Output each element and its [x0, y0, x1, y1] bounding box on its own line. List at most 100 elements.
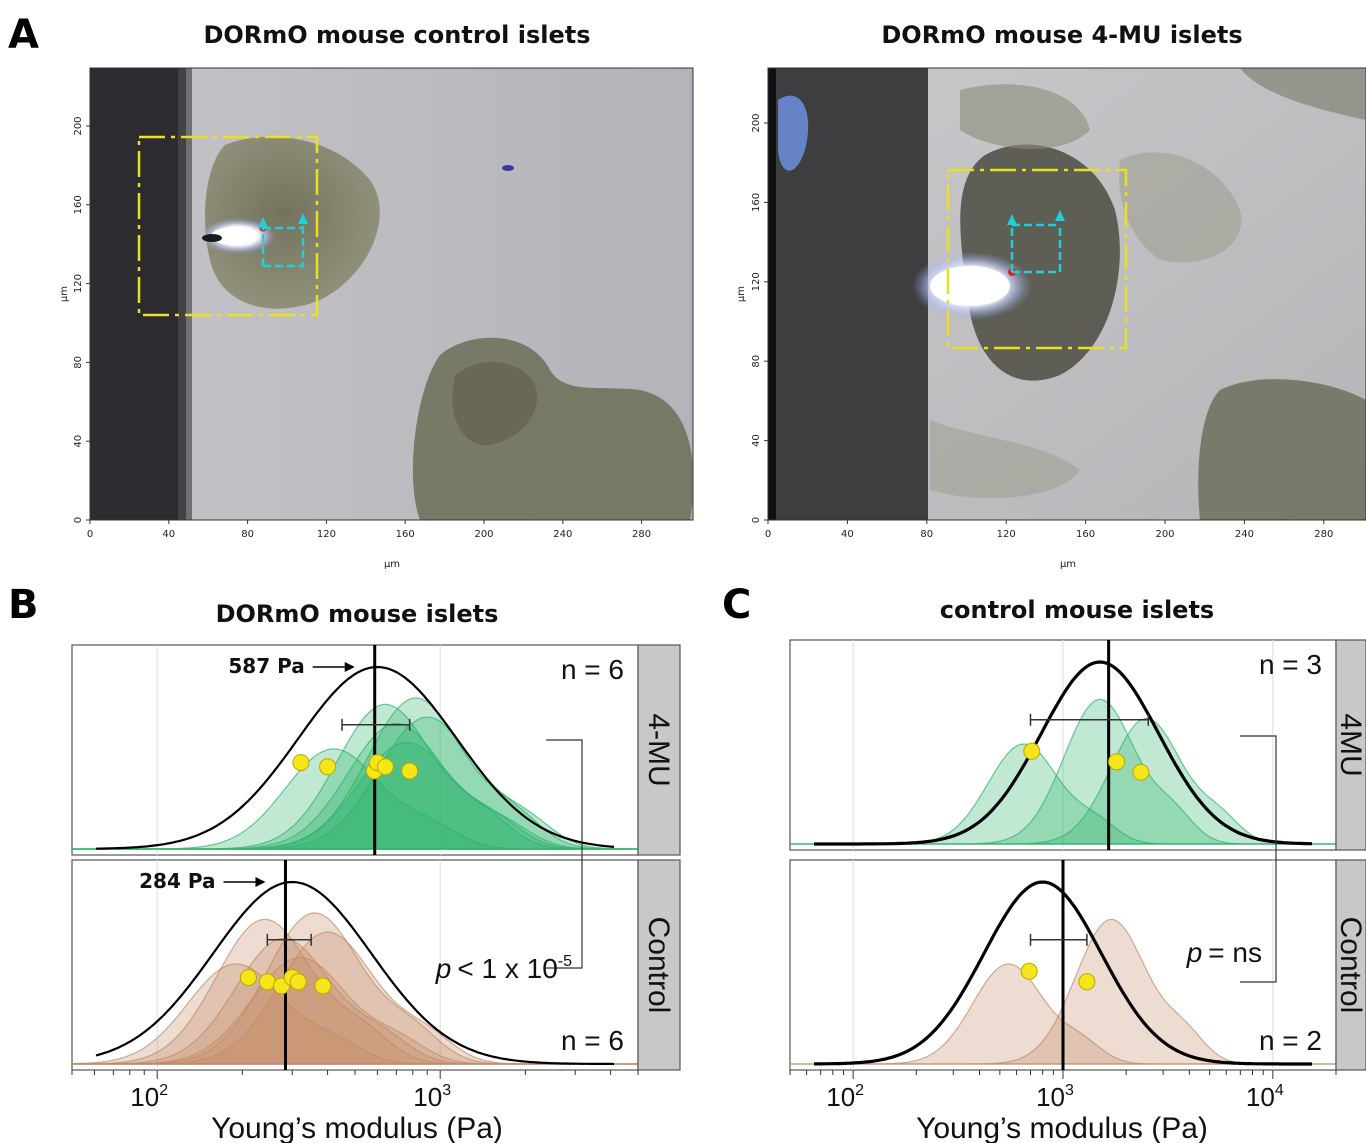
replicate-point [258, 973, 276, 991]
y-tick-label: 80 [73, 356, 84, 369]
panel-c-letter: C [722, 582, 751, 628]
replicate-point [1078, 973, 1096, 991]
panel-b-title: DORmO mouse islets [216, 600, 499, 628]
x-tick-label: 80 [241, 529, 254, 540]
replicate-point [1023, 742, 1041, 760]
facet-control: n = 6 284 Pa Control [71, 859, 681, 1071]
x-axis-label: Young’s modulus (Pa) [211, 1112, 503, 1143]
x-tick-label: 280 [632, 529, 651, 540]
y-tick-label: 120 [73, 274, 84, 293]
x-axis-label: Young’s modulus (Pa) [916, 1112, 1208, 1143]
error-bar [341, 718, 411, 731]
y-tick-label: 200 [751, 113, 762, 132]
panel-b-chart: n = 6 587 Pa 4-MU n = 6 284 Pa Control 102 103Y… [71, 644, 681, 1143]
n-label: n = 2 [1259, 1025, 1322, 1056]
error-bar [266, 933, 312, 946]
n-label: n = 6 [561, 1025, 624, 1056]
facet-strip-label: Control [642, 917, 675, 1014]
x-tick-label: 0 [87, 529, 93, 540]
panel-c-chart: n = 3 4MU n = 2 Control 102 103 104 Young’s mod… [789, 639, 1366, 1143]
x-tick-label: 102 [826, 1082, 864, 1112]
facet-4mu: n = 3 4MU [789, 639, 1366, 851]
error-bar [1029, 933, 1088, 946]
micrograph-control-y-axis: 0 40 80 120 160 200 [73, 68, 91, 523]
p-value-label: p < 1 x 10-5 [435, 953, 572, 984]
replicate-point [1108, 753, 1126, 771]
x-tick-label: 40 [162, 529, 175, 540]
facet-strip-label: Control [1334, 917, 1366, 1014]
x-tick-label: 80 [920, 529, 933, 540]
x-tick-label: 160 [1076, 529, 1095, 540]
n-label: n = 6 [561, 654, 624, 685]
micrograph-4mu-y-axis: 0 40 80 120 160 200 [751, 68, 769, 523]
y-tick-label: 160 [73, 195, 84, 214]
median-annotation: 587 Pa [228, 654, 304, 678]
overall-density [95, 665, 615, 850]
replicate-point [1020, 962, 1038, 980]
y-tick-label: 0 [751, 517, 762, 523]
replicate-point [314, 977, 332, 995]
y-tick-label: 120 [751, 272, 762, 291]
p-value-label: p = ns [1186, 937, 1262, 968]
facet-strip [637, 859, 681, 1071]
x-tick-label: 240 [1235, 529, 1254, 540]
micrograph-control-y-unit: μm [59, 286, 70, 302]
y-tick-label: 40 [73, 435, 84, 448]
x-tick-label: 102 [130, 1082, 168, 1112]
panel-b-letter: B [8, 582, 39, 628]
x-tick-label: 103 [413, 1082, 451, 1112]
y-tick-label: 40 [751, 434, 762, 447]
facet-panel [71, 859, 639, 1071]
panel-a-right-title: DORmO mouse 4-MU islets [881, 21, 1242, 49]
micrograph-control-x-axis: 0 40 80 120 160 200 240 280 [87, 519, 693, 540]
x-tick-label: 280 [1314, 529, 1333, 540]
overall-density [814, 660, 1312, 846]
replicate-point [239, 969, 257, 987]
x-tick-label: 40 [841, 529, 854, 540]
y-tick-label: 0 [73, 517, 84, 523]
x-tick-label: 240 [553, 529, 572, 540]
panel-c-title: control mouse islets [940, 596, 1214, 624]
replicate-point [292, 754, 310, 772]
panel-a-letter: A [8, 12, 39, 58]
x-tick-label: 0 [765, 529, 771, 540]
micrograph-4mu-y-unit: μm [736, 286, 747, 302]
facet-4-mu: n = 6 587 Pa 4-MU [71, 644, 681, 856]
facet-strip [1335, 639, 1366, 851]
significance-bracket: p = ns [1186, 735, 1277, 983]
facet-control: n = 2 Control [789, 859, 1366, 1071]
replicate-point [1132, 763, 1150, 781]
error-bar [1029, 713, 1150, 726]
micrograph-control-x-unit: μm [384, 559, 400, 570]
overall-density [95, 880, 615, 1066]
facet-strip [637, 644, 681, 856]
micrograph-4mu-x-unit: μm [1060, 559, 1076, 570]
x-tick-label: 120 [997, 529, 1016, 540]
replicate-density [72, 716, 638, 850]
n-label: n = 3 [1259, 649, 1322, 680]
x-tick-label: 120 [317, 529, 336, 540]
x-axis: 102 103 104 [789, 1070, 1337, 1112]
significance-bracket: p < 1 x 10-5 [435, 739, 583, 984]
replicate-point [289, 973, 307, 991]
micrograph-4mu [768, 68, 1366, 520]
facet-panel [71, 644, 639, 856]
y-tick-label: 200 [73, 116, 84, 135]
panel-a-left-title: DORmO mouse control islets [203, 21, 590, 49]
replicate-point [401, 762, 419, 780]
x-tick-label: 103 [1036, 1082, 1074, 1112]
facet-strip-label: 4MU [1334, 713, 1366, 776]
micrograph-control [90, 68, 693, 520]
x-tick-label: 160 [396, 529, 415, 540]
x-tick-label: 200 [474, 529, 493, 540]
y-tick-label: 80 [751, 355, 762, 368]
replicate-point [376, 758, 394, 776]
facet-strip [1335, 859, 1366, 1071]
median-annotation: 284 Pa [139, 869, 215, 893]
x-tick-label: 104 [1246, 1082, 1284, 1112]
replicate-point [319, 758, 337, 776]
y-tick-label: 160 [751, 193, 762, 212]
x-tick-label: 200 [1155, 529, 1174, 540]
x-axis: 102 103 [71, 1070, 639, 1112]
